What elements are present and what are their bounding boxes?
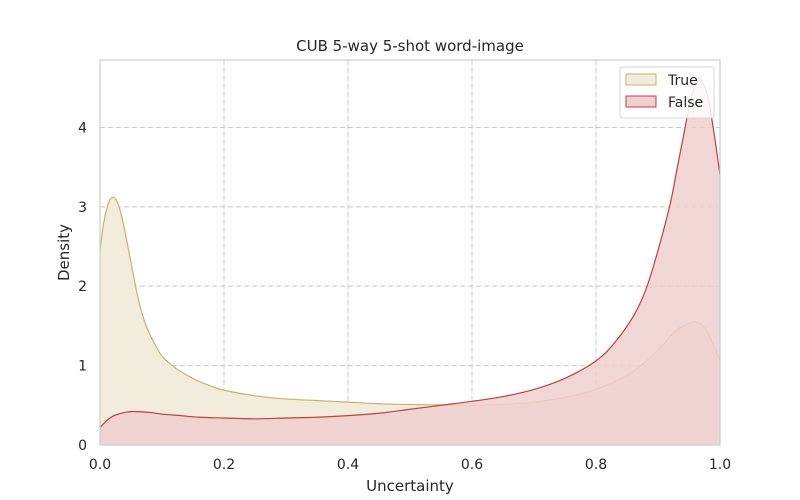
legend-swatch-false [625,95,657,108]
plot-frame [99,59,721,446]
series-areas [99,77,721,446]
x-tick-label: 0.0 [89,457,111,473]
x-tick-label: 0.8 [585,457,607,473]
chart-title: CUB 5-way 5-shot word-image [296,37,524,55]
legend-label-true: True [667,73,698,89]
legend-label-false: False [668,95,703,111]
y-tick-label: 0 [78,438,87,454]
y-tick-label: 1 [78,359,87,375]
x-tick-label: 0.6 [461,457,483,473]
y-axis-label: Density [55,224,73,281]
legend: True False [619,66,715,119]
y-tick-label: 4 [78,120,87,136]
tick-labels: 0.0 0.2 0.4 0.6 0.8 1.0 0 1 2 3 4 [78,120,731,473]
x-tick-label: 0.4 [337,457,359,473]
legend-swatch-true [625,73,657,86]
y-tick-label: 2 [78,279,87,295]
x-tick-label: 1.0 [709,457,731,473]
series-false-area [100,77,720,446]
x-axis-label: Uncertainty [366,477,454,495]
x-tick-label: 0.2 [213,457,235,473]
y-tick-label: 3 [78,200,87,216]
